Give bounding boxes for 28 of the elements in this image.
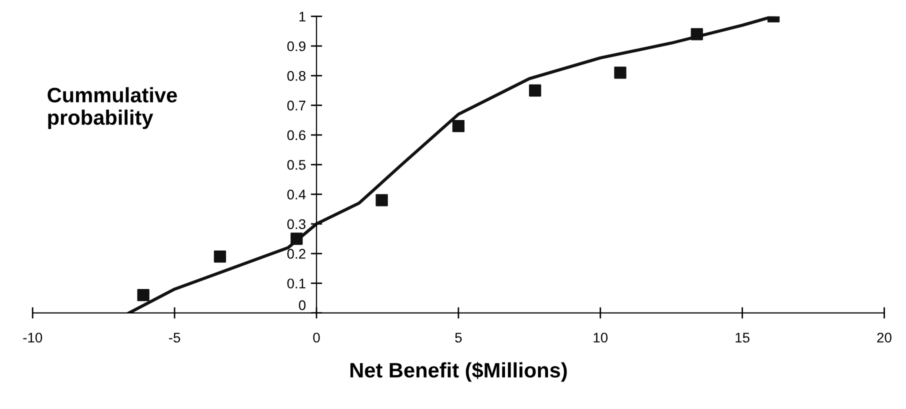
y-tick-label: 0.8 xyxy=(287,71,306,81)
point xyxy=(529,84,542,97)
x-tick-label: 0 xyxy=(313,332,320,343)
y-tick-label: 0 xyxy=(298,300,306,310)
y-tick-label: 0.3 xyxy=(287,219,306,230)
point xyxy=(376,194,388,206)
y-tick-label: 0.9 xyxy=(287,41,306,52)
x-tick-label: 10 xyxy=(594,332,608,343)
point xyxy=(614,66,626,79)
y-tick-label: 0.1 xyxy=(287,278,306,288)
point xyxy=(214,250,226,263)
y-tick-label: 0.7 xyxy=(287,100,306,110)
y-tick-label: 0.5 xyxy=(287,160,306,170)
point xyxy=(452,120,465,132)
point xyxy=(137,289,150,302)
y-tick-label: 0.4 xyxy=(287,190,306,200)
x-tick-label: 20 xyxy=(877,332,892,343)
y-tick-label: 0.2 xyxy=(287,248,306,259)
x-tick-label: 15 xyxy=(736,332,750,343)
y-axis-title: Cummulative probability xyxy=(48,87,177,130)
y-tick-label: 0.6 xyxy=(287,130,306,140)
x-tick-label: 5 xyxy=(455,332,462,343)
point xyxy=(290,232,303,245)
x-tick-label: -5 xyxy=(169,332,180,343)
y-tick-label: 1 xyxy=(299,12,306,22)
point xyxy=(690,28,703,40)
x-axis-title: Net Benefit ($Millions) xyxy=(350,362,567,382)
x-tick-label: -10 xyxy=(23,332,42,343)
